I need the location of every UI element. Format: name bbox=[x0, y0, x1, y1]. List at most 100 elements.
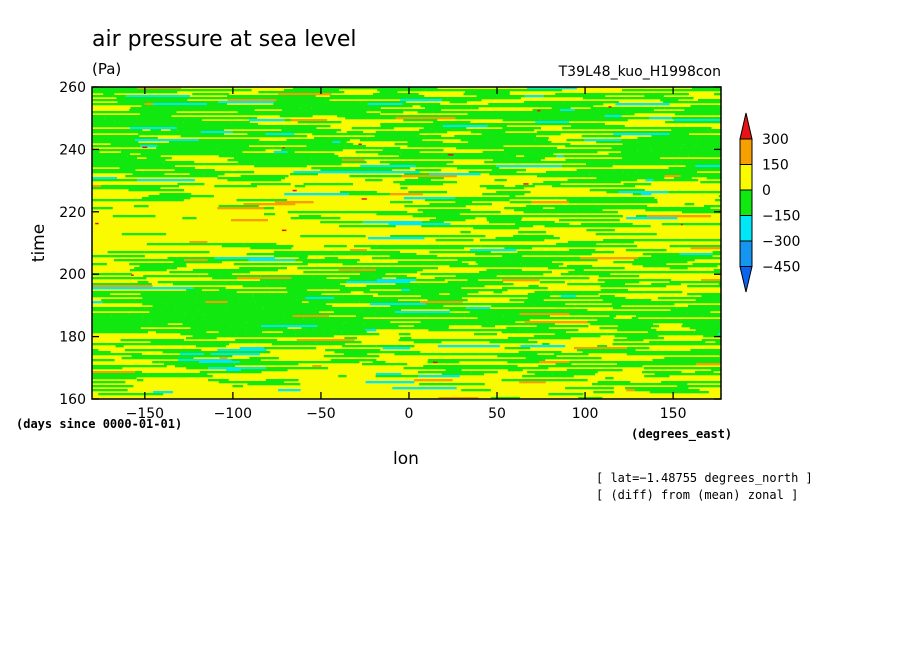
field-cell bbox=[265, 133, 295, 136]
field-cell bbox=[560, 273, 580, 276]
field-cell bbox=[583, 139, 622, 142]
field-cell bbox=[329, 95, 357, 98]
field-cell bbox=[150, 129, 161, 132]
field-cell bbox=[92, 159, 148, 162]
field-cell bbox=[502, 365, 518, 368]
field-cell bbox=[437, 345, 500, 348]
field-cell bbox=[278, 389, 301, 392]
field-cell bbox=[433, 121, 471, 124]
field-cell bbox=[314, 137, 368, 140]
field-cell bbox=[259, 97, 312, 100]
field-cell bbox=[175, 107, 191, 110]
field-cell bbox=[416, 143, 429, 146]
field-cell bbox=[383, 351, 421, 354]
field-cell bbox=[203, 173, 225, 176]
field-cell bbox=[621, 335, 659, 338]
field-cell bbox=[214, 185, 257, 188]
field-cell bbox=[260, 275, 313, 278]
field-cell bbox=[231, 151, 243, 154]
field-cell bbox=[170, 129, 178, 132]
field-cell bbox=[565, 387, 572, 390]
field-cell bbox=[662, 153, 687, 156]
field-cell bbox=[258, 141, 278, 144]
field-cell bbox=[370, 247, 400, 250]
field-cell bbox=[614, 335, 622, 338]
plot-area bbox=[91, 86, 722, 400]
field-cell bbox=[292, 87, 344, 90]
field-cell bbox=[235, 125, 285, 128]
field-cell bbox=[708, 299, 718, 302]
field-cell bbox=[286, 287, 326, 290]
field-cell bbox=[376, 345, 396, 348]
field-cell bbox=[597, 319, 626, 322]
field-cell bbox=[496, 165, 562, 168]
field-cell bbox=[330, 359, 377, 362]
field-cell bbox=[575, 305, 622, 308]
field-cell bbox=[679, 253, 713, 256]
field-cell bbox=[253, 295, 282, 298]
field-cell bbox=[281, 229, 287, 232]
field-cell bbox=[419, 383, 485, 386]
field-cell bbox=[233, 157, 281, 160]
field-cell bbox=[143, 275, 200, 278]
field-cell bbox=[232, 171, 255, 174]
field-cell bbox=[174, 169, 215, 172]
field-cell bbox=[167, 303, 175, 306]
field-cell bbox=[281, 295, 344, 298]
field-cell bbox=[92, 373, 148, 376]
field-cell bbox=[513, 359, 546, 362]
field-cell bbox=[378, 309, 402, 312]
field-cell bbox=[92, 287, 129, 290]
field-cell bbox=[196, 123, 258, 126]
field-cell bbox=[190, 107, 232, 110]
field-cell bbox=[377, 89, 426, 92]
field-cell bbox=[273, 103, 304, 106]
field-cell bbox=[692, 87, 721, 90]
field-cell bbox=[179, 143, 219, 146]
field-cell bbox=[132, 173, 165, 176]
field-cell bbox=[92, 131, 99, 134]
field-cell bbox=[578, 159, 595, 162]
field-cell bbox=[654, 383, 688, 386]
field-cell bbox=[459, 199, 510, 202]
field-cell bbox=[107, 89, 137, 92]
field-cell bbox=[226, 331, 263, 334]
field-cell bbox=[548, 173, 590, 176]
field-cell bbox=[92, 169, 136, 172]
field-cell bbox=[266, 367, 328, 370]
field-cell bbox=[628, 173, 689, 176]
field-cell bbox=[565, 309, 588, 312]
field-cell bbox=[343, 295, 373, 298]
field-cell bbox=[227, 301, 240, 304]
field-cell bbox=[581, 223, 633, 226]
field-cell bbox=[518, 351, 537, 354]
field-cell bbox=[217, 207, 264, 210]
field-cell bbox=[313, 319, 330, 322]
field-cell bbox=[593, 131, 657, 134]
field-cell bbox=[342, 263, 360, 266]
field-cell bbox=[275, 381, 285, 384]
field-cell bbox=[320, 169, 370, 172]
field-cell bbox=[287, 291, 297, 294]
field-cell bbox=[92, 319, 151, 322]
field-cell bbox=[697, 99, 721, 102]
field-cell bbox=[284, 317, 304, 320]
field-cell bbox=[369, 133, 387, 136]
field-cell bbox=[519, 313, 570, 316]
field-cell bbox=[525, 265, 559, 268]
x-tick-label: 0 bbox=[405, 406, 414, 422]
field-cell bbox=[375, 131, 437, 134]
field-cell bbox=[406, 97, 448, 100]
field-cell bbox=[695, 131, 711, 134]
field-cell bbox=[265, 91, 299, 94]
x-tick-label: −50 bbox=[306, 406, 336, 422]
field-cell bbox=[489, 341, 538, 344]
field-cell bbox=[606, 191, 619, 194]
field-cell bbox=[700, 209, 721, 212]
field-cell bbox=[386, 133, 420, 136]
field-cell bbox=[226, 369, 241, 372]
field-cell bbox=[479, 197, 518, 200]
field-cell bbox=[175, 309, 182, 312]
field-cell bbox=[666, 145, 695, 148]
field-cell bbox=[333, 299, 398, 302]
